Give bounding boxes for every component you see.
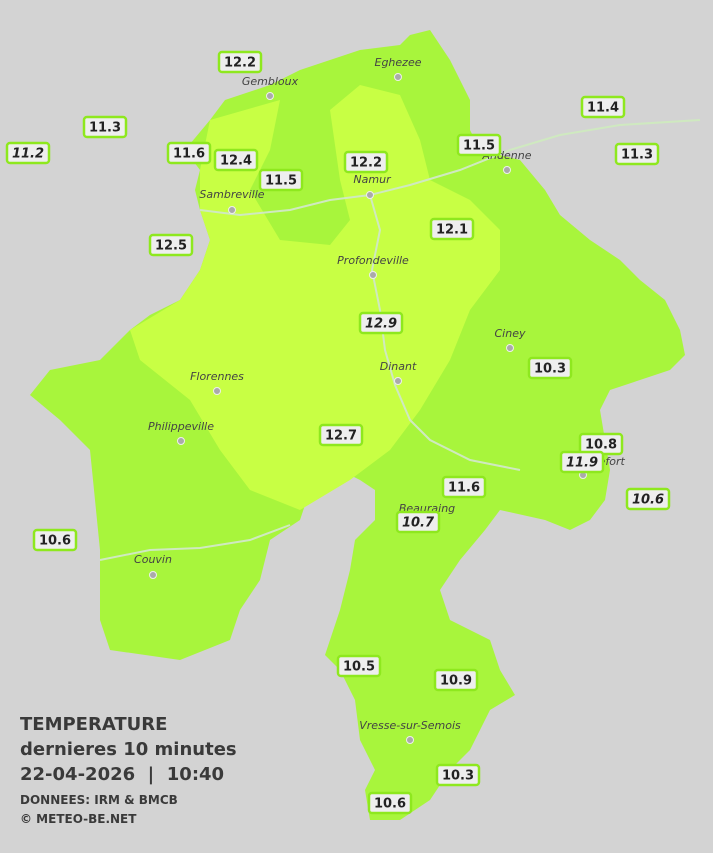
station-value: 10.8	[585, 438, 617, 453]
city-dot	[406, 736, 414, 744]
station-value: 11.3	[621, 148, 653, 163]
station-value: 11.4	[587, 101, 619, 116]
city-dot	[369, 271, 377, 279]
city-dot	[506, 344, 514, 352]
city-label: Vresse-sur-Semois	[359, 719, 461, 732]
station-value: 10.9	[440, 674, 472, 689]
station-box	[559, 450, 605, 474]
station-box	[213, 148, 259, 172]
warm-zone	[130, 85, 500, 510]
station-box	[336, 654, 382, 678]
city-label: Philippeville	[148, 420, 214, 433]
station-value: 10.3	[442, 769, 474, 784]
station-box	[435, 763, 481, 787]
legend-source: DONNEES: IRM & BMCB	[20, 793, 178, 807]
station-value: 12.2	[350, 156, 382, 171]
station-box	[258, 168, 304, 192]
station-box	[166, 141, 212, 165]
city-label: Profondeville	[337, 254, 409, 267]
station-box	[148, 233, 194, 257]
station-value: 12.9	[365, 317, 397, 332]
legend-title: TEMPERATURE	[20, 714, 167, 735]
city-dot	[149, 571, 157, 579]
city-label: Dinant	[380, 360, 417, 373]
station-box	[429, 217, 475, 241]
river	[199, 119, 701, 217]
station-box	[318, 423, 364, 447]
station-value: 11.9	[566, 456, 598, 471]
station-value: 11.6	[173, 147, 205, 162]
city-label: Gembloux	[242, 75, 299, 88]
station-value: 10.6	[632, 493, 664, 508]
station-value: 12.1	[436, 223, 468, 238]
station-box	[527, 356, 573, 380]
station-value: 12.4	[220, 154, 252, 169]
river	[99, 524, 291, 561]
station-box	[625, 487, 671, 511]
station-value: 12.7	[325, 429, 357, 444]
station-value: 11.3	[89, 121, 121, 136]
station-box	[32, 528, 78, 552]
city-dot	[394, 73, 402, 81]
legend-datetime: 22-04-2026 | 10:40	[20, 764, 224, 785]
station-box	[82, 115, 128, 139]
station-value: 11.2	[12, 147, 44, 162]
station-value: 10.6	[374, 797, 406, 812]
city-dot	[503, 166, 511, 174]
station-value: 10.7	[402, 516, 435, 531]
station-value: 11.5	[463, 139, 495, 154]
legend-copyright: © METEO-BE.NET	[20, 812, 137, 826]
station-box	[358, 311, 404, 335]
station-value: 10.6	[39, 534, 71, 549]
city-dot	[266, 92, 274, 100]
station-value: 11.5	[265, 174, 297, 189]
station-box	[614, 142, 660, 166]
river	[369, 194, 521, 471]
station-box	[343, 150, 389, 174]
station-box	[395, 510, 441, 534]
city-label: Ciney	[495, 327, 526, 340]
city-dot	[228, 206, 236, 214]
station-value: 10.5	[343, 660, 375, 675]
station-value: 12.5	[155, 239, 187, 254]
city-label: Namur	[353, 173, 392, 186]
city-dot	[177, 437, 185, 445]
station-value: 12.2	[224, 56, 256, 71]
city-label: Eghezee	[375, 56, 422, 69]
station-box	[580, 95, 626, 119]
station-box	[367, 791, 413, 815]
legend-subtitle: dernieres 10 minutes	[20, 739, 237, 760]
station-box	[456, 133, 502, 157]
city-label: Couvin	[134, 553, 172, 566]
city-dot	[394, 377, 402, 385]
city-dot	[366, 191, 374, 199]
station-box	[441, 475, 487, 499]
station-value: 10.3	[534, 362, 566, 377]
station-value: 11.6	[448, 481, 480, 496]
station-box	[433, 668, 479, 692]
city-dot	[213, 387, 221, 395]
station-box	[5, 141, 51, 165]
legend: TEMPERATURE dernieres 10 minutes 22-04-2…	[20, 714, 237, 826]
station-box	[217, 50, 263, 74]
city-label: Florennes	[190, 370, 244, 383]
city-label: Sambreville	[199, 188, 264, 201]
